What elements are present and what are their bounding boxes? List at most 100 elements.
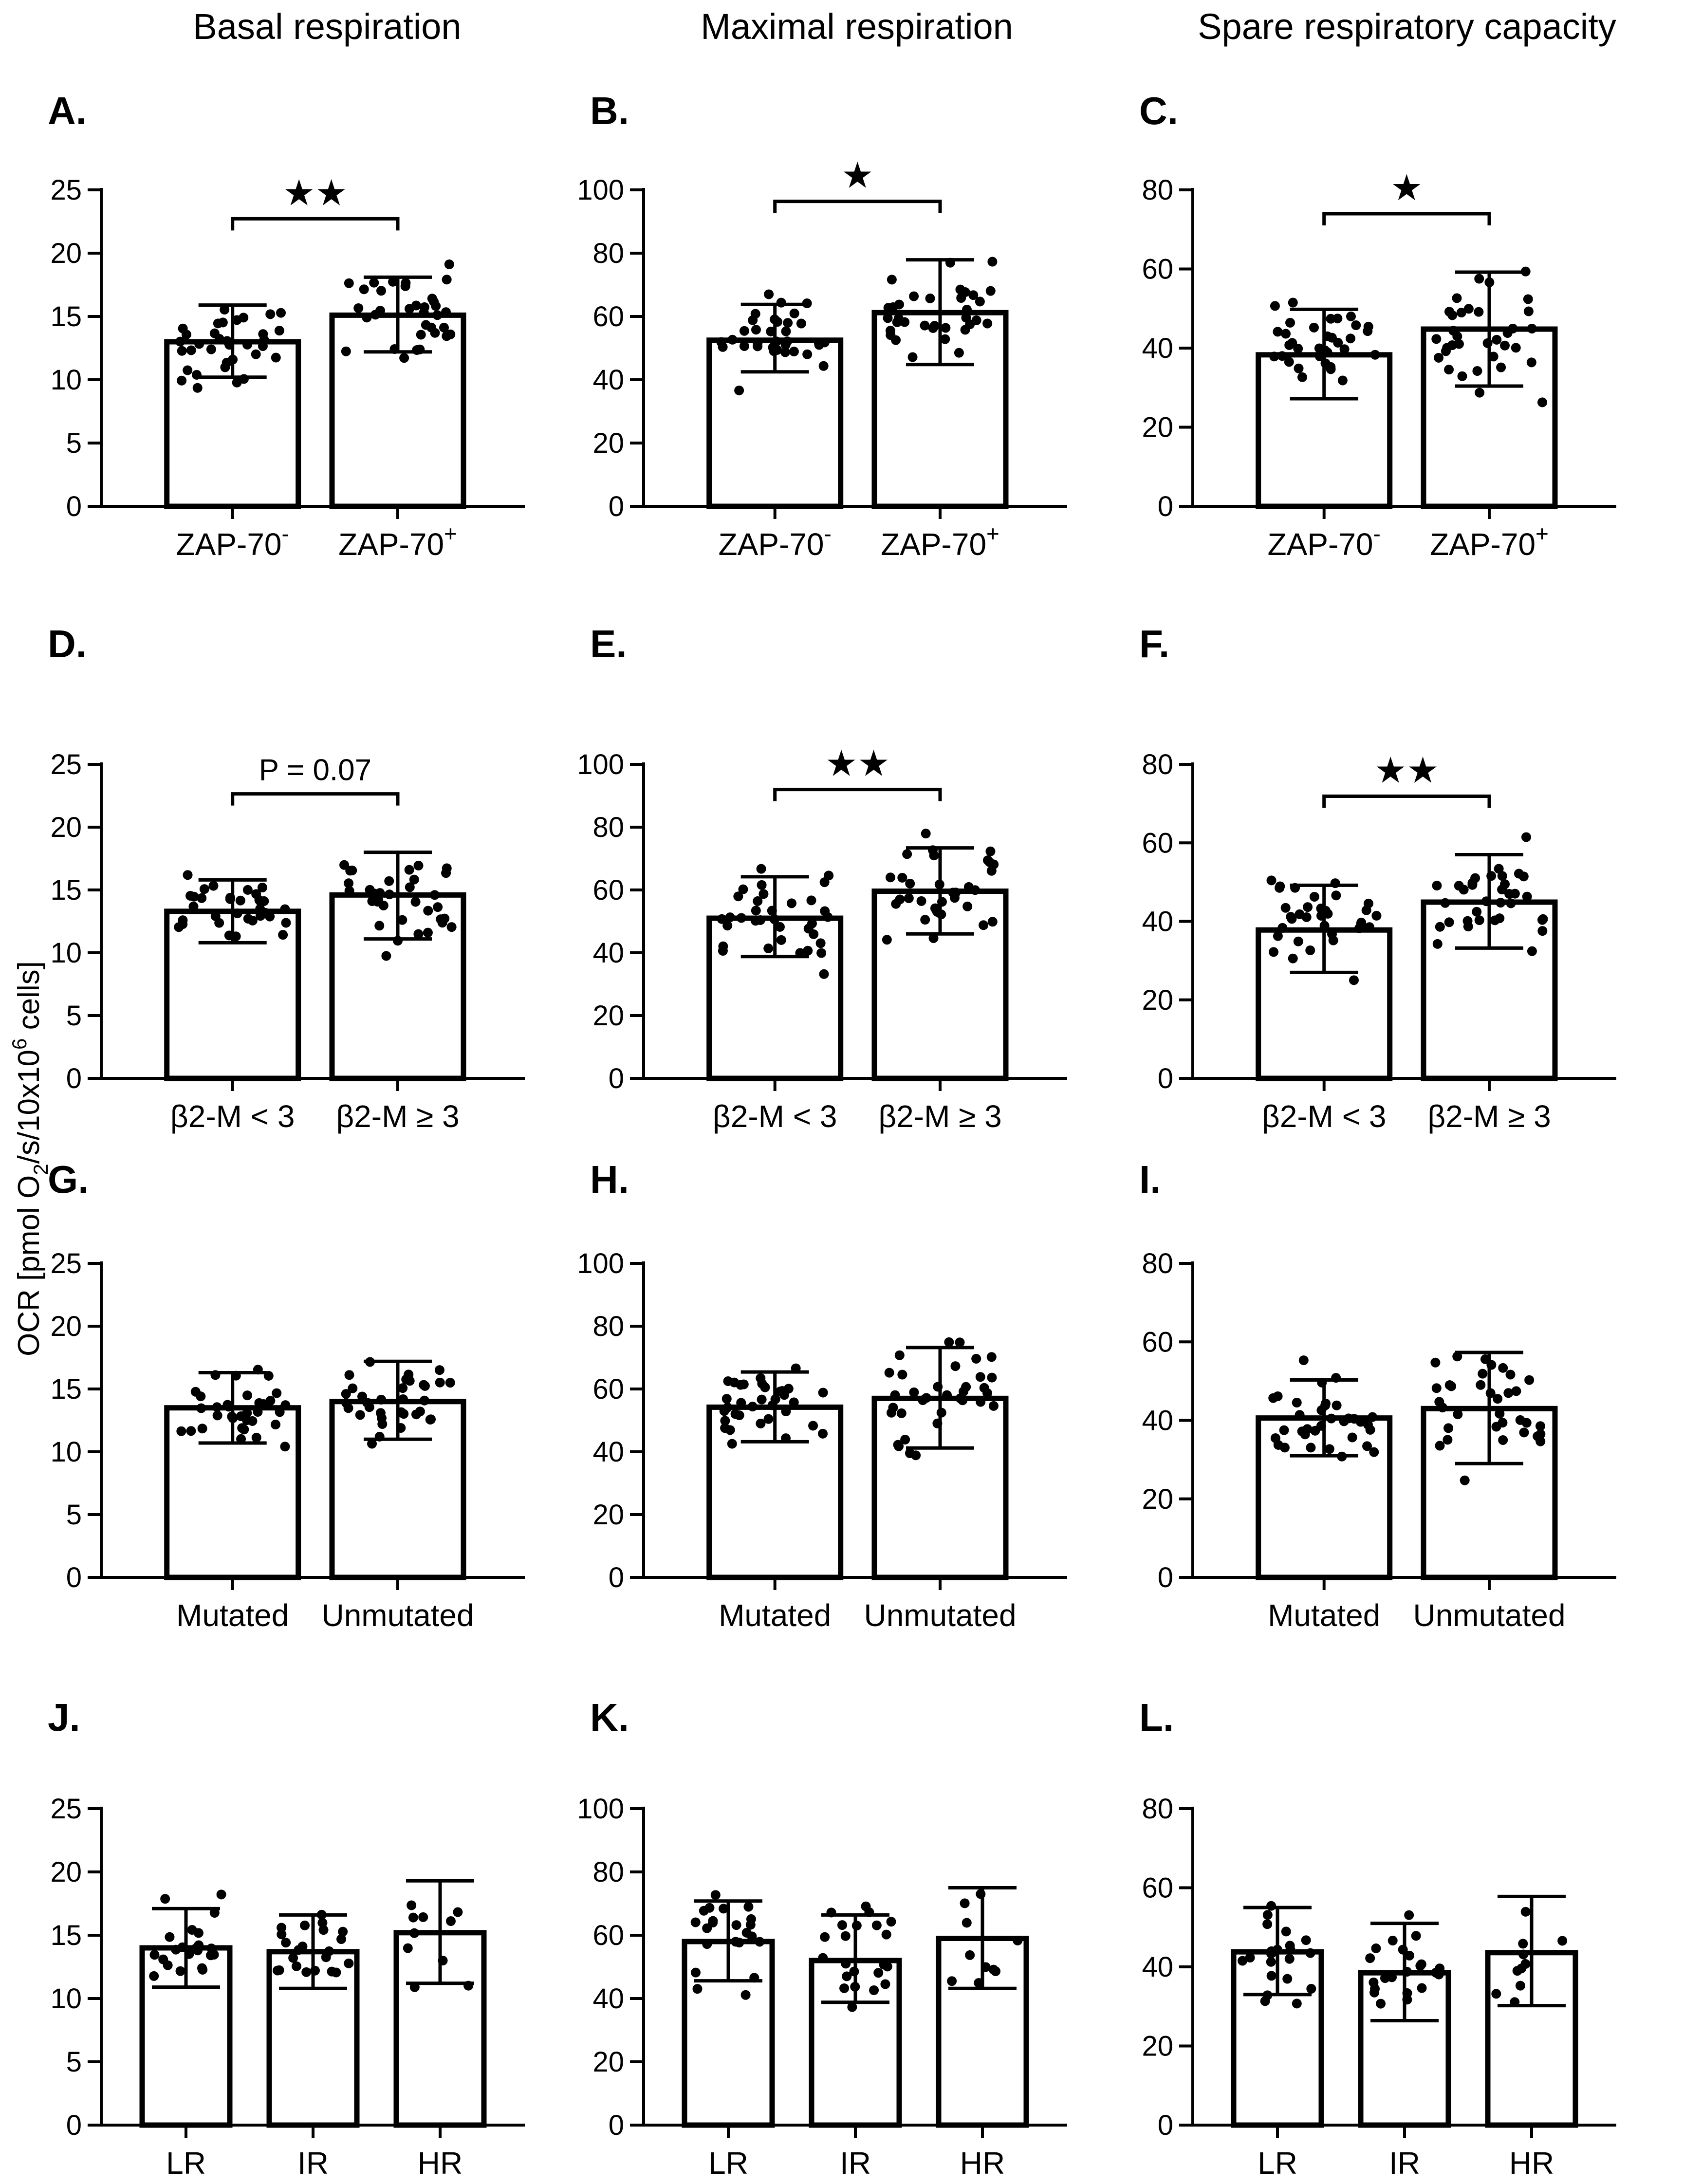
- data-point: [344, 278, 354, 288]
- data-point: [341, 1389, 351, 1399]
- data-point: [1497, 871, 1507, 881]
- data-point: [373, 895, 384, 905]
- data-point: [160, 1894, 170, 1904]
- data-point: [818, 1953, 828, 1963]
- data-point: [1518, 1949, 1529, 1960]
- data-point: [920, 320, 930, 331]
- data-point: [690, 1967, 701, 1978]
- data-point: [1303, 902, 1313, 912]
- data-point: [1462, 916, 1473, 926]
- data-point: [210, 911, 221, 921]
- data-point: [1488, 352, 1498, 362]
- data-point: [818, 1428, 828, 1439]
- panel-d: D. 0 5 10 15 20 25 β2-M < 3 β2-M ≥ 3 P = 0.07: [48, 622, 525, 1134]
- data-point: [819, 969, 829, 979]
- data-point: [929, 321, 940, 331]
- y-tick-label: 0: [1158, 1562, 1173, 1593]
- data-point: [753, 896, 763, 906]
- data-point: [1266, 875, 1276, 886]
- panel-letter: D.: [48, 622, 87, 666]
- data-point: [1270, 301, 1280, 311]
- data-point: [416, 330, 426, 340]
- data-point: [1417, 1983, 1427, 1993]
- data-point: [1282, 1974, 1293, 1984]
- data-point: [432, 310, 443, 320]
- data-point: [888, 1403, 898, 1413]
- panel-letter: E.: [590, 622, 627, 666]
- data-point: [814, 338, 824, 349]
- data-point: [746, 1914, 756, 1924]
- y-tick-label: 80: [1142, 1793, 1173, 1825]
- data-point: [165, 1932, 175, 1942]
- data-point: [723, 1376, 733, 1386]
- data-point: [962, 901, 973, 911]
- data-point: [1440, 898, 1450, 908]
- data-point: [418, 1912, 428, 1922]
- significance-bracket: [1322, 794, 1491, 808]
- data-point: [439, 322, 449, 333]
- data-point: [881, 1929, 891, 1940]
- data-point: [149, 1971, 159, 1981]
- data-point: [1511, 1386, 1521, 1396]
- panel-i: I. 0 20 40 60 80 Mutated Unmutated: [1139, 1158, 1616, 1633]
- y-tick-label: 0: [1158, 2110, 1173, 2141]
- data-point: [1270, 1433, 1280, 1443]
- y-tick-label: 15: [50, 1920, 82, 1951]
- data-point: [1520, 1959, 1531, 1969]
- data-point: [1505, 1370, 1516, 1380]
- data-point: [1443, 1423, 1454, 1433]
- data-point: [758, 889, 769, 899]
- data-point: [757, 880, 767, 890]
- data-point: [897, 872, 907, 883]
- data-point: [362, 313, 372, 323]
- data-point: [1368, 1412, 1378, 1422]
- y-tick-label: 40: [592, 1436, 624, 1468]
- data-point: [951, 888, 961, 898]
- data-point: [442, 331, 452, 341]
- data-point: [343, 1403, 353, 1413]
- data-point: [1538, 914, 1548, 924]
- data-point: [388, 277, 398, 287]
- data-point: [820, 1932, 830, 1942]
- data-point: [950, 1361, 961, 1371]
- data-point: [410, 897, 421, 907]
- y-tick-label: 10: [50, 937, 82, 969]
- panel-k: K. 0 20 40 60 80 100 LR IR HR: [577, 1696, 1067, 2181]
- data-point: [423, 927, 433, 938]
- data-point: [280, 1442, 290, 1452]
- data-point: [384, 889, 394, 900]
- data-point: [280, 1400, 291, 1410]
- y-tick-label: 60: [1142, 254, 1173, 285]
- data-point: [237, 1423, 247, 1433]
- data-point: [441, 307, 451, 317]
- data-point: [409, 1928, 420, 1938]
- data-point: [1515, 1980, 1525, 1991]
- data-point: [1457, 371, 1467, 381]
- data-point: [1309, 891, 1319, 902]
- data-point: [897, 1370, 907, 1380]
- data-point: [722, 1402, 733, 1412]
- data-point: [1434, 1969, 1444, 1980]
- data-point: [1496, 898, 1506, 908]
- data-point: [1476, 1380, 1486, 1390]
- data-point: [209, 1949, 219, 1960]
- data-point: [1326, 364, 1336, 374]
- data-point: [1273, 931, 1283, 941]
- data-point: [1346, 311, 1356, 321]
- y-tick-label: 0: [609, 2110, 624, 2141]
- data-point: [920, 915, 930, 925]
- data-point: [409, 874, 419, 885]
- data-point: [214, 334, 224, 344]
- x-category-label: IR: [840, 2146, 871, 2181]
- y-tick-label: 40: [592, 364, 624, 396]
- data-point: [1288, 297, 1298, 308]
- data-point: [718, 941, 728, 951]
- data-point: [413, 929, 424, 939]
- data-point: [942, 1390, 952, 1400]
- y-tick-label: 5: [66, 1499, 82, 1531]
- data-point: [1332, 314, 1343, 324]
- data-point: [242, 1390, 252, 1401]
- data-point: [734, 1938, 744, 1948]
- data-point: [419, 302, 429, 312]
